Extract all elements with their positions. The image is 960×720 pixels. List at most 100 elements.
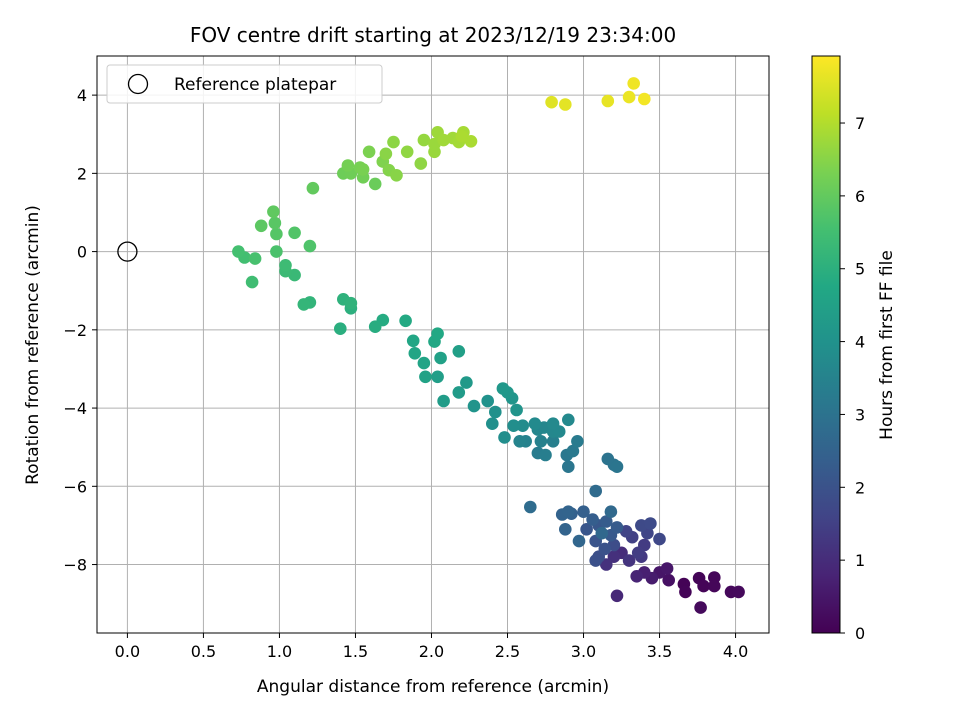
data-point <box>498 431 511 444</box>
x-tick-label: 2.5 <box>495 642 520 661</box>
data-point <box>534 435 548 448</box>
data-point <box>303 239 317 253</box>
x-axis-ticks: 0.0 0.5 1.0 1.5 2.0 2.5 3.0 3.5 4.0 <box>115 633 748 661</box>
data-point <box>528 417 542 431</box>
data-point <box>268 216 282 230</box>
data-point <box>580 523 593 536</box>
colorbar-tick-label: 5 <box>855 260 865 279</box>
colorbar-tick-label: 6 <box>855 187 865 206</box>
data-point <box>610 460 624 474</box>
x-tick-label: 1.0 <box>267 642 292 661</box>
data-point <box>232 245 245 258</box>
data-point <box>546 417 560 431</box>
colorbar-tick-label: 7 <box>855 114 865 133</box>
data-point <box>607 550 621 563</box>
data-point <box>562 460 575 474</box>
data-point <box>417 133 431 147</box>
data-point <box>270 245 283 258</box>
legend-marker-icon <box>127 73 149 95</box>
data-point <box>600 558 613 571</box>
y-axis-ticks: −8 −6 −4 −2 0 2 4 <box>63 86 97 575</box>
data-point <box>694 601 707 614</box>
data-point <box>601 94 615 108</box>
data-point <box>362 145 376 159</box>
data-point <box>245 275 259 289</box>
y-tick-label: −6 <box>63 477 87 496</box>
colorbar-tick-label: 4 <box>855 333 865 352</box>
data-point <box>586 513 599 526</box>
data-point <box>408 347 422 360</box>
y-tick-label: 4 <box>77 86 87 105</box>
data-point <box>679 585 692 599</box>
data-point <box>572 534 586 548</box>
x-tick-label: 3.5 <box>647 642 672 661</box>
data-point <box>368 320 382 334</box>
legend-box <box>106 64 383 104</box>
data-point <box>288 226 301 240</box>
data-point <box>589 484 602 498</box>
data-point <box>524 500 537 514</box>
data-point <box>545 95 558 109</box>
data-point <box>267 205 280 218</box>
data-point <box>496 382 510 395</box>
data-point <box>622 554 636 567</box>
data-point <box>297 298 311 311</box>
data-point <box>638 92 651 106</box>
data-point <box>562 505 575 518</box>
colorbar-label: Hours from first FF file <box>877 250 897 440</box>
y-tick-label: 0 <box>77 243 87 262</box>
data-point <box>406 334 420 348</box>
data-point <box>653 532 666 546</box>
x-tick-label: 4.0 <box>723 642 748 661</box>
data-point <box>577 505 590 518</box>
plot-frame <box>96 55 770 634</box>
data-point <box>248 252 262 265</box>
colorbar-gradient <box>811 55 841 634</box>
data-point <box>708 579 721 593</box>
data-point <box>455 129 469 143</box>
data-point <box>431 327 444 341</box>
data-point <box>467 399 481 413</box>
colorbar-tick-label: 2 <box>855 478 865 497</box>
data-point <box>437 394 450 408</box>
data-point <box>546 435 560 448</box>
y-axis-label: Rotation from reference (arcmin) <box>23 205 43 485</box>
data-point <box>481 394 495 408</box>
data-point <box>631 546 645 560</box>
data-point <box>598 542 612 556</box>
legend-entry: Reference platepar <box>174 75 336 95</box>
chart-title: FOV centre drift starting at 2023/12/19 … <box>190 23 676 47</box>
colorbar-tick-label: 3 <box>855 405 865 424</box>
data-point <box>562 413 575 427</box>
data-points <box>232 77 745 614</box>
data-point <box>399 314 412 328</box>
data-point <box>431 370 444 384</box>
data-point <box>270 227 283 241</box>
data-point <box>507 419 520 433</box>
data-point <box>610 589 624 603</box>
data-point <box>644 517 657 530</box>
y-tick-label: −8 <box>63 556 87 575</box>
data-point <box>390 169 403 182</box>
data-point <box>571 435 584 448</box>
data-point <box>368 177 382 191</box>
data-point <box>622 90 636 104</box>
data-point <box>387 135 400 149</box>
x-tick-label: 3.0 <box>571 642 596 661</box>
data-point <box>559 98 572 111</box>
data-point <box>662 573 675 587</box>
data-point <box>379 147 393 161</box>
data-point <box>279 259 292 272</box>
colorbar-tick-label: 1 <box>855 551 865 570</box>
data-point <box>539 448 552 462</box>
data-point <box>419 370 432 384</box>
data-point <box>356 163 370 176</box>
data-point <box>486 417 499 431</box>
data-point <box>566 444 580 458</box>
data-point <box>589 554 602 567</box>
data-point <box>610 521 624 534</box>
x-tick-label: 1.5 <box>343 642 368 661</box>
reference-platepar-marker <box>117 241 138 262</box>
y-tick-label: −2 <box>63 321 87 340</box>
